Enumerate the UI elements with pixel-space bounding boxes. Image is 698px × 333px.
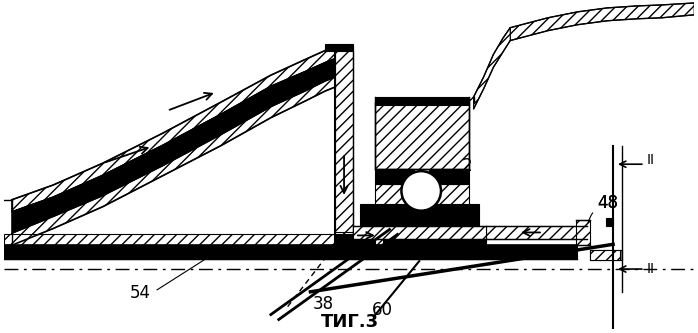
Polygon shape <box>510 3 695 41</box>
Bar <box>3 234 335 245</box>
Polygon shape <box>12 47 335 212</box>
Text: 48: 48 <box>597 194 618 212</box>
Bar <box>394 204 401 245</box>
Circle shape <box>401 171 441 211</box>
Bar <box>353 231 383 245</box>
Text: 60: 60 <box>372 301 393 319</box>
Text: 38: 38 <box>313 295 334 313</box>
Bar <box>375 102 468 169</box>
Text: II: II <box>647 153 655 167</box>
Bar <box>429 204 435 245</box>
Text: 48: 48 <box>588 194 618 223</box>
Bar <box>375 184 413 204</box>
Bar <box>487 225 586 239</box>
Bar <box>591 250 620 260</box>
Bar <box>353 225 487 239</box>
Bar <box>375 97 468 105</box>
Bar <box>375 169 415 184</box>
Text: 2: 2 <box>461 157 472 175</box>
Bar <box>335 234 353 245</box>
Polygon shape <box>12 77 335 245</box>
Bar <box>591 250 622 260</box>
Text: 54: 54 <box>130 284 151 302</box>
Bar <box>606 217 613 225</box>
Bar <box>360 204 479 245</box>
Bar <box>439 204 444 245</box>
Bar <box>404 204 409 245</box>
Polygon shape <box>474 28 510 109</box>
Bar <box>3 245 577 259</box>
Bar <box>576 219 591 245</box>
Bar <box>335 47 353 244</box>
Bar <box>335 232 353 245</box>
Bar <box>431 184 468 204</box>
Text: II: II <box>647 262 655 276</box>
Polygon shape <box>12 58 335 233</box>
Bar <box>429 169 468 184</box>
Text: ΤИГ.3: ΤИГ.3 <box>321 313 379 331</box>
Bar <box>353 238 375 259</box>
Bar <box>325 44 353 51</box>
Bar <box>463 238 487 259</box>
